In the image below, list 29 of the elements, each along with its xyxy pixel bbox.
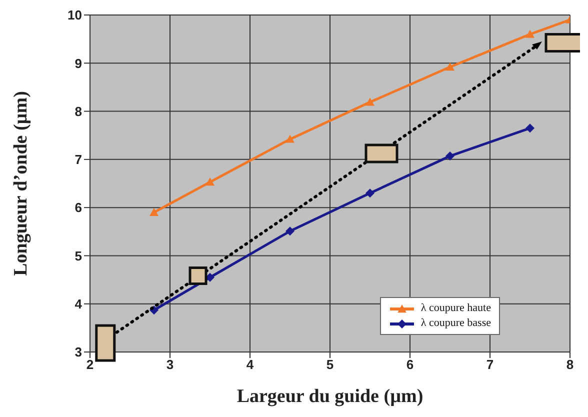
legend-label: λ coupure basse (420, 316, 491, 331)
legend-label: λ coupure haute (420, 301, 491, 316)
x-tick-label: 3 (166, 357, 174, 372)
point (526, 124, 534, 133)
point (286, 226, 294, 236)
x-tick-label: 4 (246, 357, 254, 372)
point (446, 62, 454, 71)
point (286, 134, 294, 143)
x-tick-label: 6 (406, 357, 414, 372)
x-tick-label: 7 (486, 357, 494, 372)
y-tick-label: 3 (74, 344, 82, 360)
x-tick-label: 5 (326, 357, 334, 372)
point (366, 188, 374, 198)
y-tick-label: 8 (74, 104, 82, 119)
y-tick-label: 7 (74, 152, 82, 168)
y-tick-label: 10 (68, 8, 82, 23)
point (366, 98, 374, 106)
point (526, 30, 534, 38)
y-tick-label: 6 (74, 200, 82, 216)
y-tick-label: 9 (74, 56, 82, 71)
y-tick-label: 5 (74, 248, 82, 264)
x-tick-label: 2 (86, 357, 94, 372)
point (446, 152, 454, 161)
point (150, 208, 158, 216)
y-tick-label: 4 (74, 296, 83, 312)
x-tick-label: 8 (566, 357, 574, 372)
y-axis-title: Longueur d’onde (µm) (10, 91, 32, 276)
x-axis-title: Largeur du guide (µm) (236, 386, 424, 407)
point (206, 178, 214, 186)
